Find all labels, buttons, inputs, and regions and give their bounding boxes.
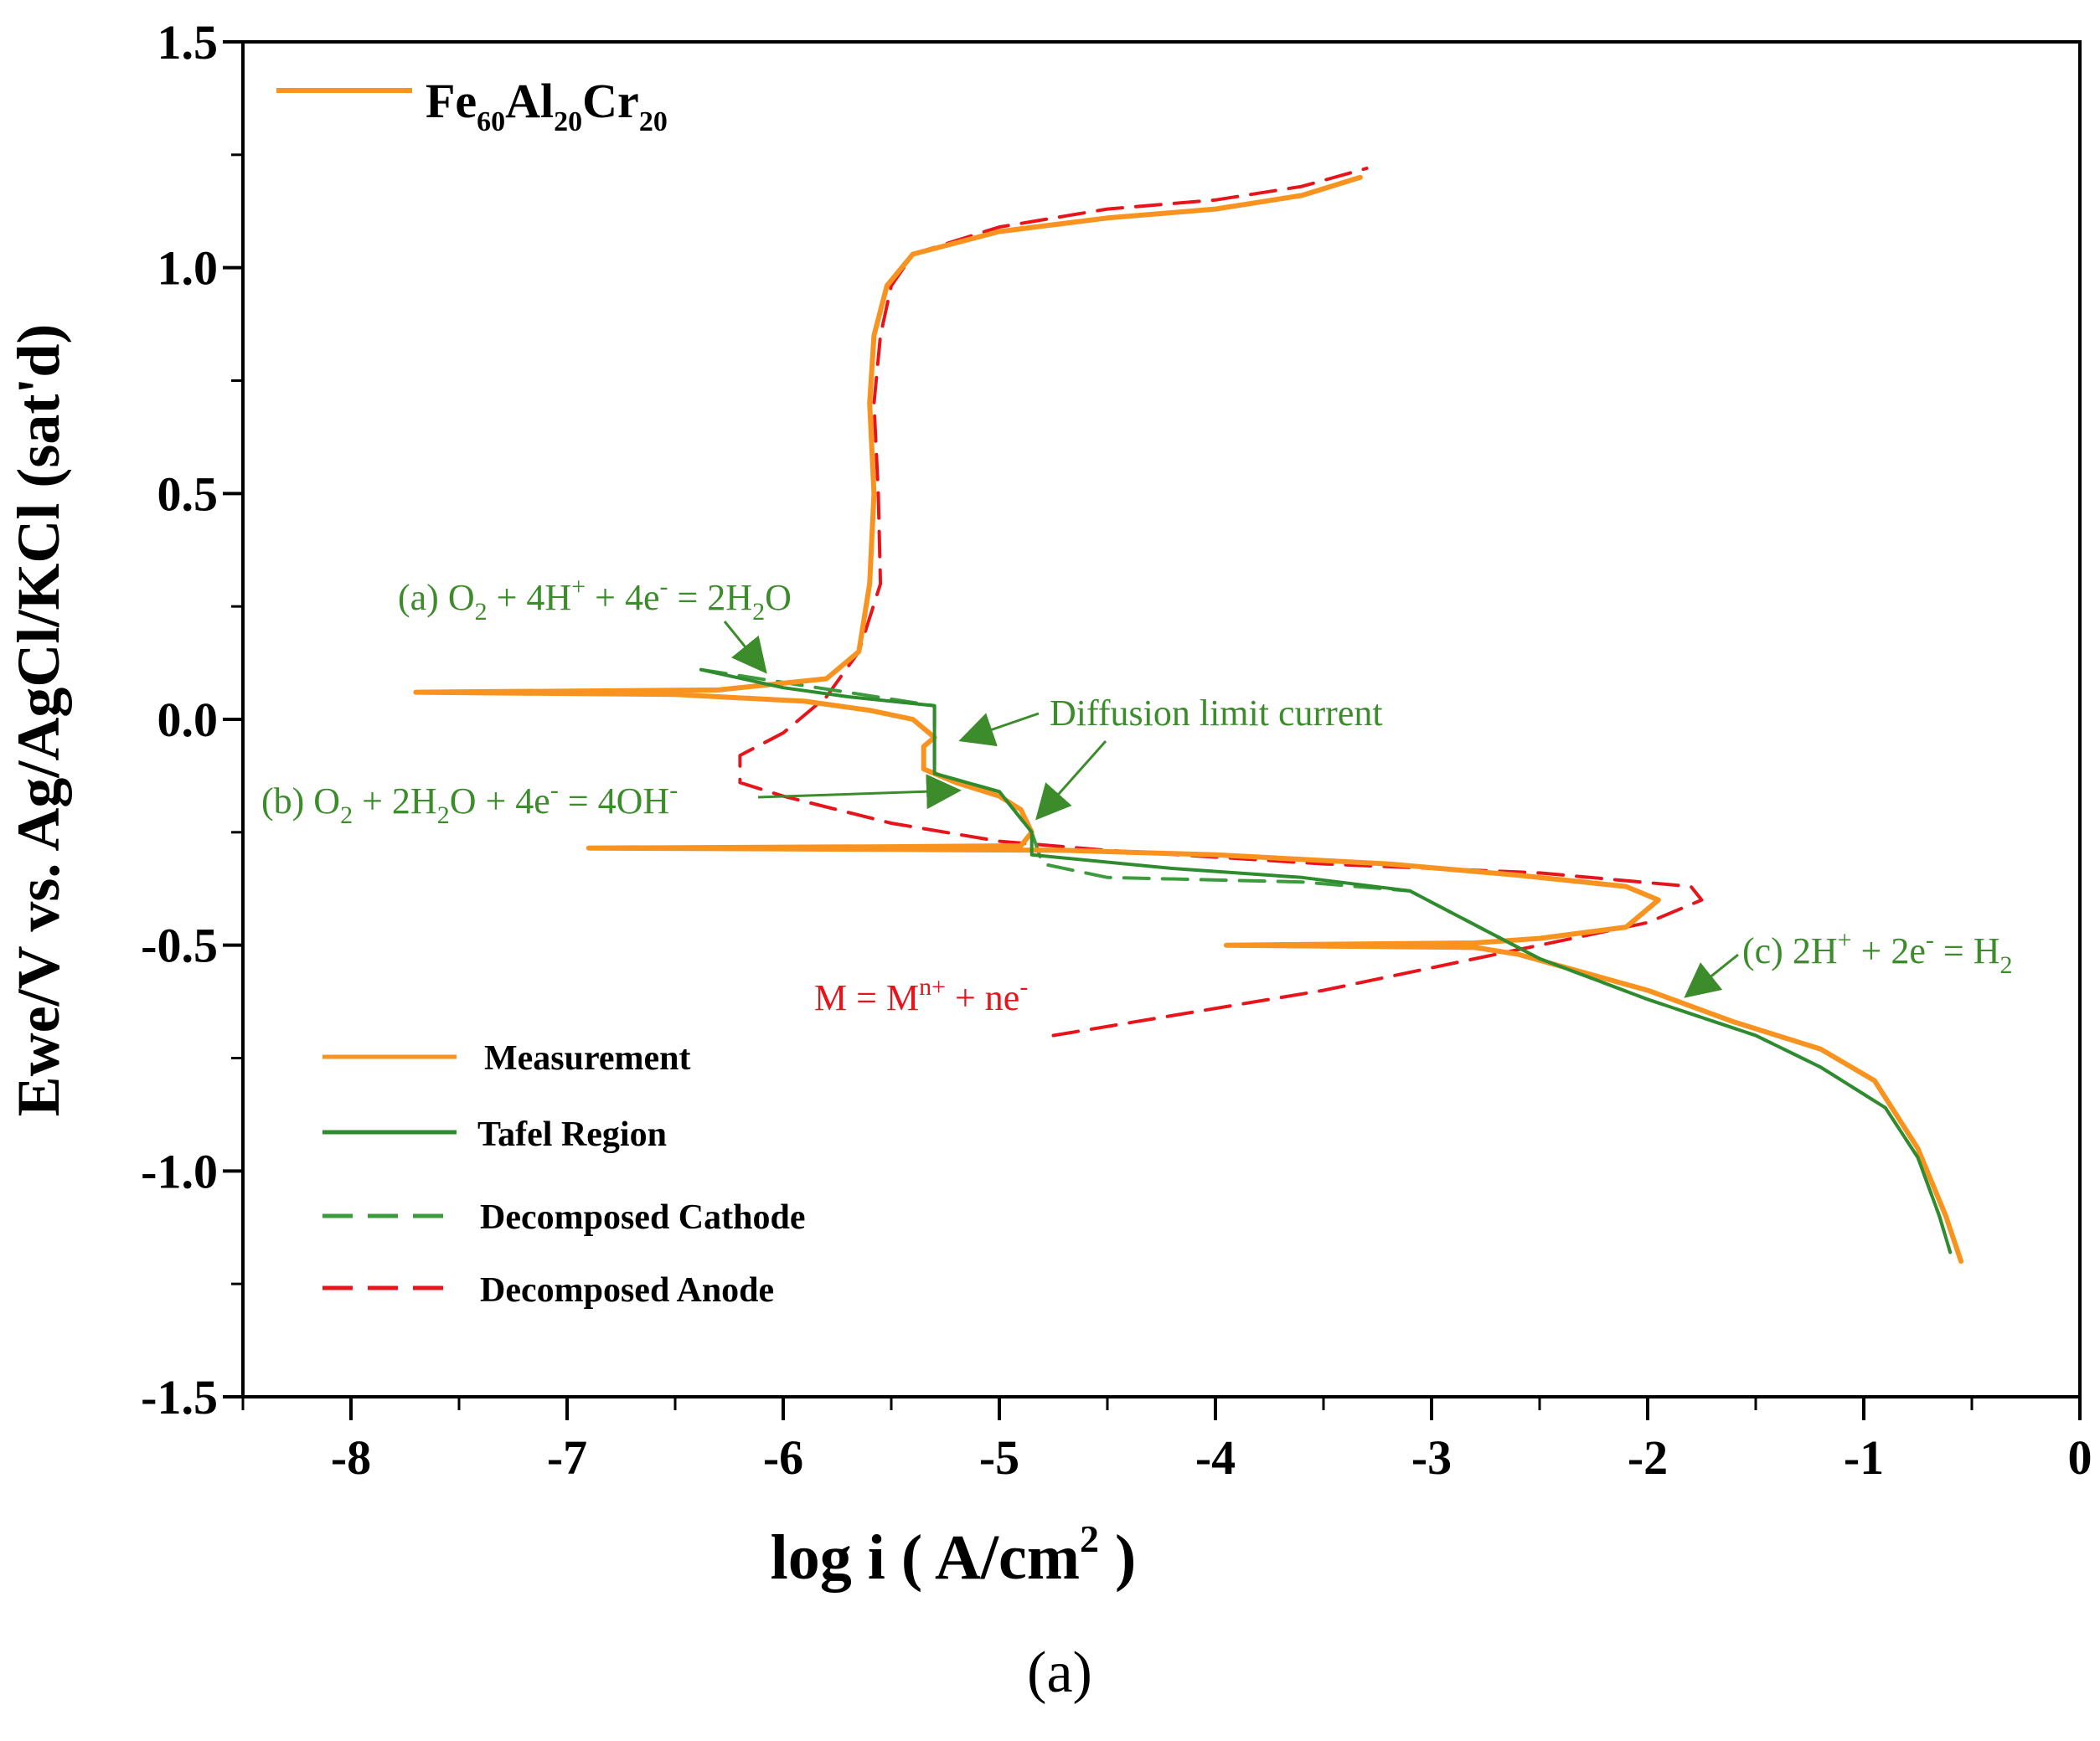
- legend-label-measurement: Measurement: [484, 1039, 690, 1078]
- x-tick-label: -8: [331, 1430, 371, 1485]
- arrow-diffusion-1: [958, 712, 1040, 747]
- arrow-reaction-a: [723, 621, 767, 674]
- y-tick-label: -1.0: [141, 1144, 218, 1198]
- arrow-diffusion-2: [1035, 740, 1107, 821]
- x-tick-label: 0: [2068, 1430, 2092, 1485]
- legend-label-tafel: Tafel Region: [477, 1115, 667, 1154]
- legend: Measurement Tafel Region Decomposed Cath…: [322, 1039, 805, 1310]
- arrow-reaction-c: [1684, 953, 1739, 998]
- annotation-metal-oxidation: M = Mn+ + ne-: [814, 973, 1028, 1018]
- arrow-reaction-b: [757, 774, 962, 810]
- x-tick-label: -5: [979, 1430, 1019, 1485]
- y-axis-title: Ewe/V vs. Ag/AgCl/KCl (sat'd): [5, 324, 72, 1117]
- title-legend-label: Fe60Al20Cr20: [426, 74, 668, 137]
- x-tick-label: -1: [1844, 1430, 1884, 1485]
- y-tick-label: -1.5: [141, 1370, 218, 1424]
- annotation-reaction-a: (a) O2 + 4H+ + 4e- = 2H2O: [398, 573, 792, 626]
- x-tick-label: -2: [1628, 1430, 1668, 1485]
- x-tick-label: -4: [1195, 1430, 1236, 1485]
- annotation-reaction-c: (c) 2H+ + 2e- = H2: [1742, 926, 2012, 979]
- x-tick-label: -3: [1411, 1430, 1452, 1485]
- x-tick-label: -7: [547, 1430, 587, 1485]
- x-tick-label: -6: [763, 1430, 803, 1485]
- y-tick-label: 0.0: [157, 693, 219, 747]
- y-tick-label: 0.5: [157, 466, 219, 521]
- y-tick-label: 1.0: [157, 241, 219, 296]
- y-tick-label: 1.5: [157, 15, 219, 70]
- legend-label-cathode: Decomposed Cathode: [480, 1198, 805, 1237]
- series-tafel-region: [699, 667, 1953, 1254]
- panel-label: (a): [1027, 1641, 1092, 1705]
- title-legend: Fe60Al20Cr20: [276, 74, 668, 137]
- legend-label-anode: Decomposed Anode: [480, 1271, 774, 1310]
- annotation-reaction-b: (b) O2 + 2H2O + 4e- = 4OH-: [261, 776, 678, 829]
- y-tick-label: -0.5: [141, 919, 218, 973]
- x-axis-title: log i ( A/cm2 ): [771, 1517, 1137, 1593]
- annotation-diffusion: Diffusion limit current: [1050, 693, 1383, 734]
